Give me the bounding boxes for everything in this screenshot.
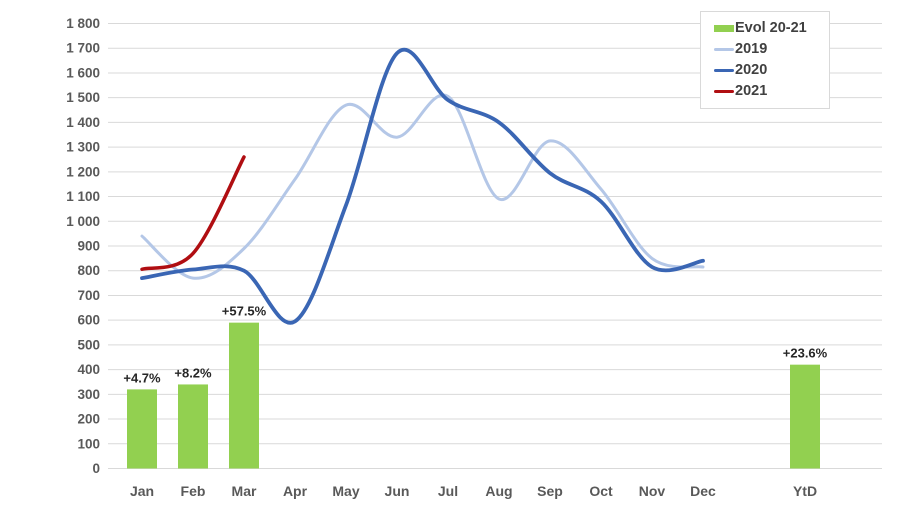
y-axis-tick-label: 1 200 <box>66 164 100 179</box>
y-axis-tick-label: 100 <box>77 436 100 451</box>
x-axis-label-nov: Nov <box>639 483 666 499</box>
y-axis-tick-label: 300 <box>77 387 100 402</box>
y-axis-tick-label: 700 <box>77 288 100 303</box>
y-axis-tick-label: 1 000 <box>66 214 100 229</box>
bar-mar <box>229 322 259 469</box>
line-swatch-icon <box>714 47 734 52</box>
bar-data-label: +23.6% <box>783 346 828 361</box>
bar-data-label: +57.5% <box>222 304 267 319</box>
bar-data-label: +4.7% <box>123 370 161 385</box>
y-axis-tick-label: 400 <box>77 362 100 377</box>
x-axis-label-apr: Apr <box>283 483 308 499</box>
line-swatch-icon <box>714 68 734 73</box>
x-axis-label-mar: Mar <box>232 483 257 499</box>
bar-ytd <box>790 364 820 469</box>
legend-item-label: 2019 <box>735 41 768 57</box>
legend-item-evol-20-21: Evol 20-21 <box>714 20 823 37</box>
y-axis-tick-label: 1 100 <box>66 189 100 204</box>
x-axis-label-feb: Feb <box>181 483 206 499</box>
bar-data-label: +8.2% <box>174 365 212 380</box>
line-swatch-icon <box>714 89 734 94</box>
x-axis-label-aug: Aug <box>485 483 512 499</box>
x-axis-label-oct: Oct <box>589 483 613 499</box>
line-series-2021 <box>140 155 246 271</box>
x-axis-label-sep: Sep <box>537 483 563 499</box>
legend-item-2019: 2019 <box>714 41 823 58</box>
x-axis-label-jun: Jun <box>385 483 410 499</box>
x-axis-label-dec: Dec <box>690 483 716 499</box>
y-axis-tick-label: 900 <box>77 239 100 254</box>
x-axis-label-jan: Jan <box>130 483 154 499</box>
legend-item-label: 2021 <box>735 83 768 99</box>
y-axis-tick-label: 1 600 <box>66 65 100 80</box>
bar-jan <box>127 389 157 469</box>
y-axis-tick-label: 1 300 <box>66 140 100 155</box>
legend-item-label: Evol 20-21 <box>735 20 807 36</box>
y-axis-tick-label: 1 500 <box>66 90 100 105</box>
y-axis-tick-label: 1 700 <box>66 41 100 56</box>
legend-item-label: 2020 <box>735 62 768 78</box>
x-axis-label-may: May <box>332 483 359 499</box>
y-axis-tick-label: 800 <box>77 263 100 278</box>
legend: Evol 20-21 2019 2020 2021 <box>700 11 830 109</box>
bar-feb <box>178 384 208 469</box>
y-axis-tick-label: 200 <box>77 412 100 427</box>
x-axis-label-ytd: YtD <box>793 483 817 499</box>
y-axis-tick-label: 1 400 <box>66 115 100 130</box>
y-axis-tick-label: 500 <box>77 337 100 352</box>
y-axis-tick-label: 600 <box>77 313 100 328</box>
y-axis-tick-label: 1 800 <box>66 16 100 31</box>
legend-item-2020: 2020 <box>714 62 823 79</box>
x-axis-label-jul: Jul <box>438 483 458 499</box>
bar-swatch-icon <box>714 25 734 32</box>
y-axis-tick-label: 0 <box>92 461 100 476</box>
legend-item-2021: 2021 <box>714 83 823 100</box>
line-series-2020 <box>140 48 705 325</box>
line-series-2019 <box>140 93 705 280</box>
